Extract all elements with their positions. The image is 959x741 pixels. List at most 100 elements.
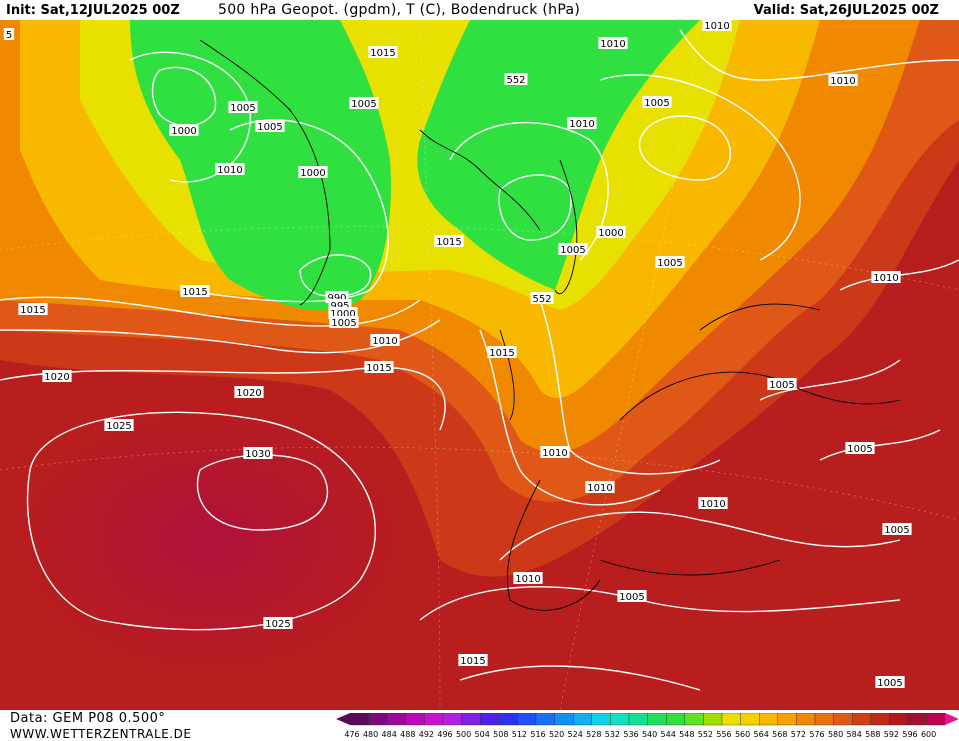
color-scale: 476 480 484 488 492 496 500 504 508 512 516 520 524 5… [336,713,958,739]
contour-label-text: 1010 [700,499,725,510]
chart-title: 500 hPa Geopot. (gpdm), T (C), Bodendruc… [218,2,581,18]
contour-label-text: 1000 [171,126,196,137]
contour-label-text: 1010 [704,21,729,32]
scale-swatch [368,713,388,726]
contour-label: 1010 [828,74,858,87]
init-time: Init: Sat,12JUL2025 00Z [6,2,180,18]
contour-label: 1010 [871,271,901,284]
scale-swatch [796,713,816,726]
scale-value: 480 [363,730,378,739]
scale-swatch [907,713,927,726]
contour-label-text: 1005 [877,678,902,689]
contour-label: 1010 [598,37,628,50]
contour-label-text: 1005 [644,98,669,109]
contour-label: 552 [504,73,528,86]
scale-arrow-left [336,713,350,725]
contour-label-text: 1005 [847,444,872,455]
contour-label-text: 1005 [560,245,585,256]
contour-label-text: 1010 [372,336,397,347]
valid-time: Valid: Sat,26JUL2025 00Z [753,2,939,18]
contour-label: 1010 [513,572,543,585]
scale-swatch [442,713,462,726]
scale-swatch [517,713,537,726]
scale-value: 560 [735,730,750,739]
scale-value: 584 [847,730,862,739]
contour-label: 552 [530,292,554,305]
contour-label: 1025 [263,617,293,630]
contour-label: 1005 [875,676,905,689]
scale-swatch [535,713,555,726]
scale-swatch [740,713,760,726]
contour-label-text: 1005 [657,258,682,269]
contour-label: 1015 [18,303,48,316]
contour-label: 1010 [702,20,732,32]
contour-label: 1005 [349,97,379,110]
contour-label: 1005 [558,243,588,256]
contour-label: 1000 [169,124,199,137]
scale-swatch [554,713,574,726]
scale-swatch [870,713,890,726]
contour-label: 1005 [845,442,875,455]
contour-label-text: 1005 [351,99,376,110]
scale-value: 568 [772,730,787,739]
scale-swatch [814,713,834,726]
scale-swatch [572,713,592,726]
contour-label: 1020 [42,370,72,383]
scale-swatch [424,713,444,726]
trough-greenland [130,20,391,311]
contour-label-text: 1015 [366,363,391,374]
scale-value: 588 [865,730,880,739]
contour-label: 1005 [642,96,672,109]
scale-swatch [591,713,611,726]
scale-value: 508 [493,730,508,739]
contour-label-text: 995 [330,301,349,312]
contour-label: 1000 [298,166,328,179]
scale-value: 484 [382,730,397,739]
contour-label-text: 1010 [515,574,540,585]
contour-label: 1005 [767,378,797,391]
contour-label-text: 1010 [830,76,855,87]
contour-label-text: 1010 [542,448,567,459]
contour-label-text: 1020 [236,388,261,399]
contour-label-text: 1005 [769,380,794,391]
contour-label-text: 1025 [265,619,290,630]
scale-swatch [610,713,630,726]
contour-label: 5 [3,28,15,41]
contour-label: 1010 [567,117,597,130]
scale-swatch [889,713,909,726]
contour-label: 1010 [585,481,615,494]
website-credit: WWW.WETTERZENTRALE.DE [10,727,192,741]
graticule [0,20,959,710]
scale-swatch [405,713,425,726]
scale-swatch [759,713,779,726]
contour-label: 1015 [368,46,398,59]
contour-label: 1005 [329,316,359,329]
contour-label-text: 1015 [182,287,207,298]
color-scale-values: 476 480 484 488 492 496 500 504 508 512 516 520 524 5… [344,730,936,739]
scale-value: 544 [661,730,676,739]
contour-label-text: 1010 [217,165,242,176]
scale-swatch [777,713,797,726]
contour-label: 1015 [487,346,517,359]
contour-label-text: 1015 [489,348,514,359]
contour-label: 1015 [180,285,210,298]
contour-label: 1005 [228,101,258,114]
contour-label-text: 1005 [230,103,255,114]
contour-label-text: 1015 [370,48,395,59]
scale-value: 500 [456,730,471,739]
contour-label: 1000 [596,226,626,239]
scale-swatch [721,713,741,726]
scale-value: 504 [475,730,490,739]
scale-value: 512 [512,730,527,739]
scale-swatch [387,713,407,726]
contour-label: 1010 [370,334,400,347]
contour-label-text: 1000 [300,168,325,179]
contour-label-text: 990 [327,293,346,304]
scale-value: 492 [419,730,434,739]
contour-label: 1020 [234,386,264,399]
scale-value: 592 [884,730,899,739]
scale-swatch [479,713,499,726]
scale-value: 532 [605,730,620,739]
scale-value: 488 [400,730,415,739]
